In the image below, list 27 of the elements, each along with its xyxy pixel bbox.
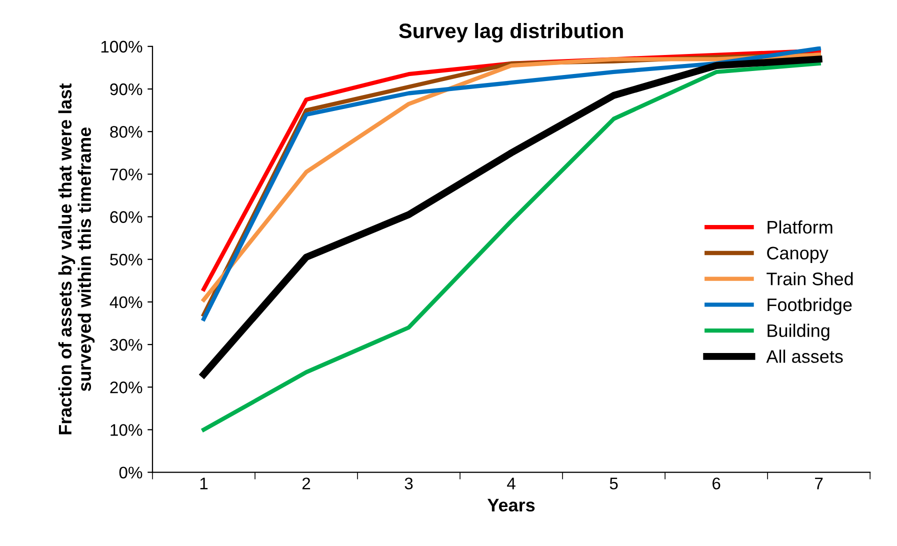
chart-title: Survey lag distribution [399, 22, 623, 42]
x-tick-label: 3 [404, 478, 413, 490]
y-tick-label: 20% [110, 382, 142, 394]
y-axis-title: Fraction of assets by value that were last surveyed within this timeframe [58, 83, 95, 434]
legend-label: Footbridge [768, 298, 852, 315]
y-tick-label: 90% [110, 83, 142, 96]
y-tick-label: 60% [110, 211, 142, 223]
y-tick-label: 0% [119, 466, 142, 478]
x-axis-title: Years [488, 498, 535, 512]
legend-label: Train Shed [766, 272, 853, 286]
legend-label: Building [768, 324, 830, 341]
y-tick-label: 80% [110, 126, 142, 138]
y-tick-label: 70% [110, 168, 142, 180]
y-tick-label: 10% [110, 424, 142, 436]
x-tick-label: 2 [302, 478, 310, 490]
y-tick-label: 50% [110, 254, 142, 266]
x-tick-label: 7 [815, 478, 823, 490]
x-tick-label: 4 [507, 478, 516, 490]
x-tick-label: 1 [200, 478, 208, 490]
legend-label: All assets [766, 350, 843, 363]
y-tick-label: 100% [101, 40, 142, 53]
legend-label: Canopy [767, 246, 828, 264]
x-tick-label: 6 [712, 478, 720, 490]
y-tick-label: 30% [110, 338, 142, 351]
x-tick-label: 5 [610, 478, 618, 490]
legend-label: Platform [768, 220, 832, 234]
y-tick-label: 40% [110, 296, 142, 308]
